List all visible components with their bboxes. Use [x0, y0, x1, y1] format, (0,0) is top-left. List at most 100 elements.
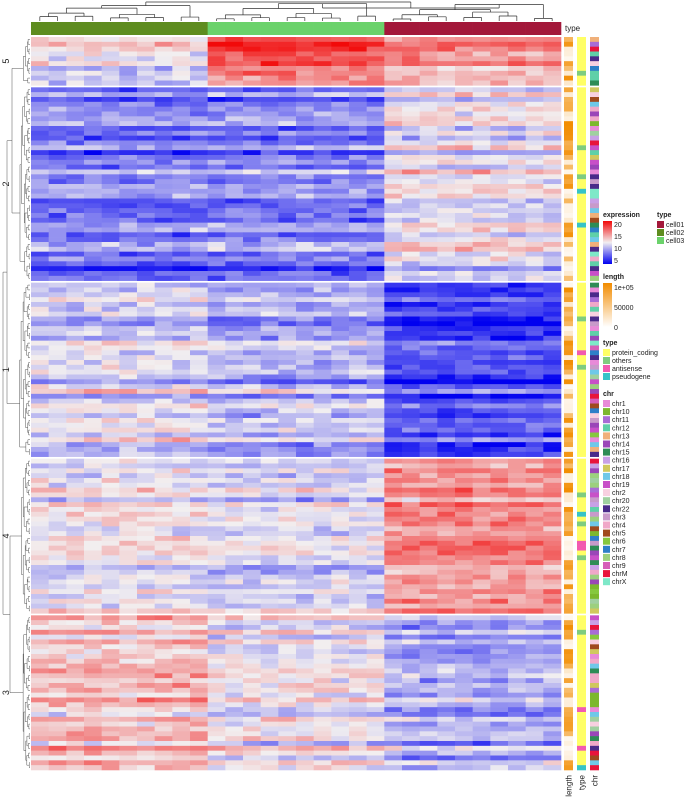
heatmap-cell: [190, 326, 208, 332]
heatmap-cell: [349, 427, 367, 433]
heatmap-cell: [243, 473, 261, 479]
heatmap-cell: [437, 287, 456, 293]
heatmap-cell: [490, 360, 509, 366]
heatmap-cell: [207, 473, 226, 479]
heatmap-cell: [455, 140, 473, 146]
heatmap-cell: [419, 408, 438, 414]
heatmap-cell: [190, 174, 208, 180]
heatmap-cell: [313, 437, 332, 443]
heatmap-cell: [84, 242, 102, 248]
heatmap-cell: [349, 331, 367, 337]
heatmap-cell: [101, 237, 120, 243]
heatmap-cell: [508, 736, 526, 742]
heatmap-cell: [48, 306, 67, 312]
heatmap-cell: [543, 389, 562, 395]
heatmap-cell: [508, 297, 526, 303]
heatmap-cell: [472, 297, 491, 303]
heatmap-cell: [207, 106, 226, 112]
heatmap-cell: [455, 654, 473, 660]
heatmap-cell: [207, 340, 226, 346]
heatmap-cell: [490, 126, 509, 132]
heatmap-cell: [472, 560, 491, 566]
heatmap-cell: [260, 75, 279, 81]
heatmap-cell: [349, 130, 367, 136]
heatmap-cell: [525, 242, 544, 248]
heatmap-cell: [384, 193, 403, 199]
heatmap-cell: [508, 478, 526, 484]
heatmap-cell: [472, 355, 491, 361]
heatmap-cell: [349, 594, 367, 600]
heatmap-cell: [66, 408, 85, 414]
heatmap-cell: [419, 731, 438, 737]
heatmap-cell: [66, 271, 85, 277]
heatmap-cell: [48, 360, 67, 366]
heatmap-cell: [207, 393, 226, 399]
heatmap-cell: [278, 87, 297, 93]
heatmap-cell: [366, 726, 385, 732]
heatmap-cell: [48, 51, 67, 57]
heatmap-cell: [260, 193, 279, 199]
heatmap-cell: [366, 217, 385, 223]
heatmap-cell: [313, 379, 332, 385]
heatmap-cell: [260, 492, 279, 498]
heatmap-cell: [366, 345, 385, 351]
heatmap-cell: [490, 579, 509, 585]
heatmap-cell: [84, 311, 102, 317]
heatmap-cell: [119, 135, 138, 141]
heatmap-cell: [119, 345, 138, 351]
type-annotation-cell: [48, 22, 67, 35]
heatmap-cell: [419, 282, 438, 288]
heatmap-cell: [278, 66, 297, 72]
heatmap-cell: [384, 135, 403, 141]
heatmap-cell: [543, 697, 562, 703]
heatmap-cell: [243, 188, 261, 194]
heatmap-cell: [66, 398, 85, 404]
heatmap-cell: [437, 629, 456, 635]
heatmap-cell: [349, 726, 367, 732]
heatmap-cell: [508, 731, 526, 737]
heatmap-cell: [101, 716, 120, 722]
heatmap-cell: [313, 297, 332, 303]
heatmap-cell: [331, 521, 350, 527]
heatmap-cell: [402, 745, 420, 751]
heatmap-cell: [207, 121, 226, 127]
heatmap-cell: [243, 516, 261, 522]
heatmap-cell: [48, 584, 67, 590]
heatmap-cell: [490, 482, 509, 488]
heatmap-cell: [207, 687, 226, 693]
heatmap-cell: [437, 668, 456, 674]
heatmap-cell: [384, 422, 403, 428]
heatmap-cell: [137, 531, 155, 537]
heatmap-cell: [313, 721, 332, 727]
heatmap-cell: [260, 463, 279, 469]
heatmap-cell: [313, 326, 332, 332]
heatmap-cell: [119, 188, 138, 194]
heatmap-cell: [490, 584, 509, 590]
heatmap-cell: [437, 213, 456, 219]
heatmap-cell: [101, 150, 120, 156]
heatmap-cell: [278, 369, 297, 375]
heatmap-cell: [48, 61, 67, 67]
heatmap-cell: [472, 750, 491, 756]
heatmap-cell: [31, 193, 49, 199]
heatmap-cell: [402, 531, 420, 537]
heatmap-cell: [437, 398, 456, 404]
heatmap-cell: [437, 458, 456, 464]
heatmap-cell: [154, 306, 173, 312]
heatmap-cell: [419, 413, 438, 419]
heatmap-cell: [119, 379, 138, 385]
heatmap-cell: [66, 413, 85, 419]
heatmap-cell: [366, 227, 385, 233]
heatmap-cell: [154, 379, 173, 385]
heatmap-cell: [154, 678, 173, 684]
heatmap-cell: [402, 121, 420, 127]
heatmap-cell: [525, 203, 544, 209]
heatmap-cell: [31, 569, 49, 575]
heatmap-cell: [260, 340, 279, 346]
heatmap-cell: [101, 379, 120, 385]
heatmap-cell: [313, 654, 332, 660]
heatmap-cell: [296, 316, 314, 322]
heatmap-cell: [243, 712, 261, 718]
heatmap-cell: [331, 702, 350, 708]
heatmap-cell: [66, 374, 85, 380]
